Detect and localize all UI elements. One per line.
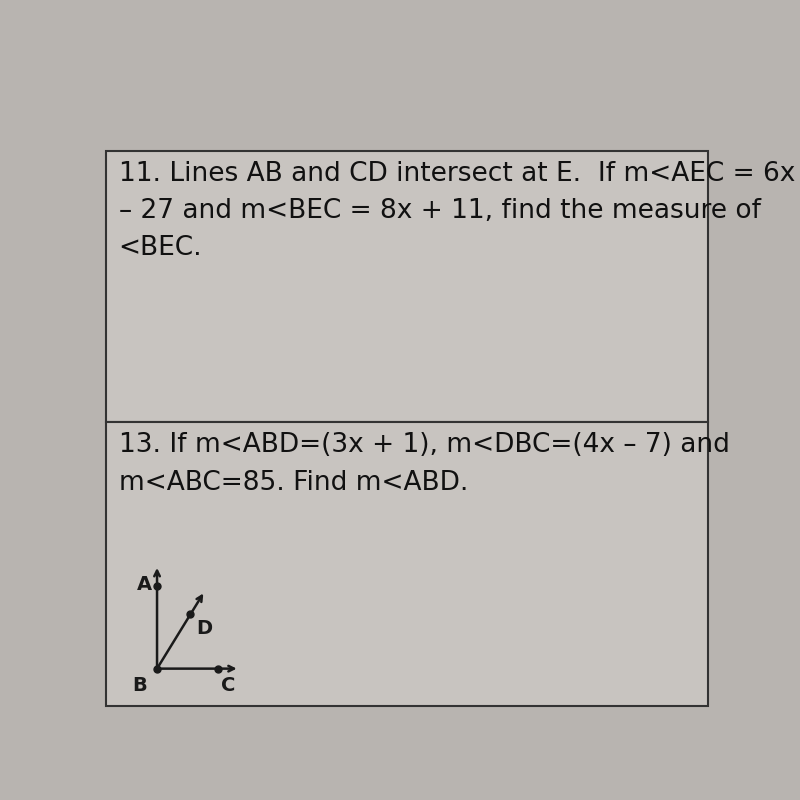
- Text: 13. If m<ABD=(3x + 1), m<DBC=(4x – 7) and: 13. If m<ABD=(3x + 1), m<DBC=(4x – 7) an…: [118, 432, 730, 458]
- Bar: [106, 151, 708, 422]
- Text: D: D: [196, 619, 212, 638]
- Bar: [106, 422, 708, 706]
- Text: 11. Lines AB and CD intersect at E.  If m<AEC = 6x: 11. Lines AB and CD intersect at E. If m…: [118, 161, 795, 186]
- Text: <BEC.: <BEC.: [118, 234, 202, 261]
- Text: m<ABC=85. Find m<ABD.: m<ABC=85. Find m<ABD.: [118, 470, 468, 496]
- Text: A: A: [137, 575, 152, 594]
- Text: C: C: [221, 676, 235, 695]
- Text: – 27 and m<BEC = 8x + 11, find the measure of: – 27 and m<BEC = 8x + 11, find the measu…: [118, 198, 761, 224]
- Text: B: B: [132, 676, 147, 695]
